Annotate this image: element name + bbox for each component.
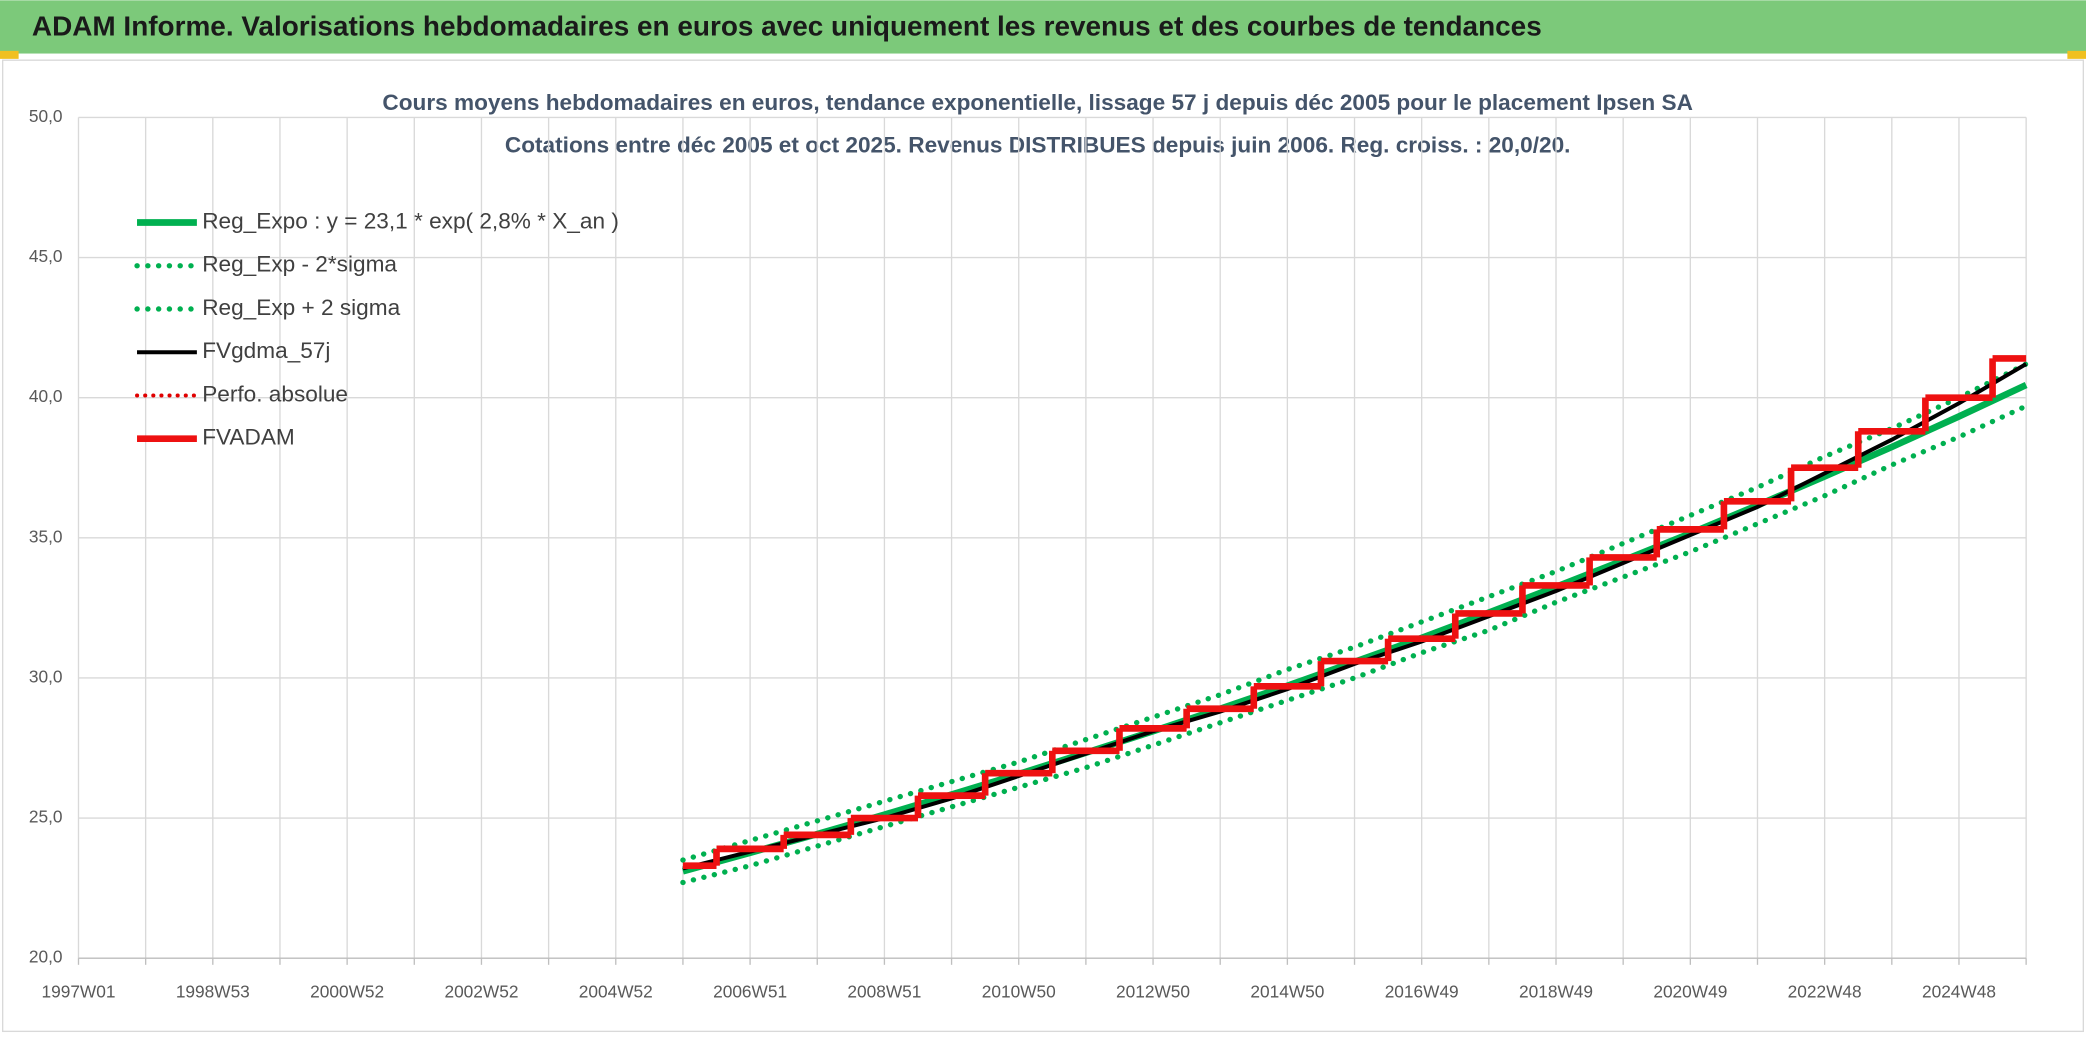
header-bar (0, 0, 2086, 54)
series-line (680, 403, 2029, 886)
y-tick-label: 50,0 (29, 106, 63, 126)
legend-label: Reg_Exp + 2 sigma (202, 295, 400, 320)
y-tick-label: 35,0 (29, 526, 63, 546)
x-tick-label: 2008W51 (847, 981, 921, 1001)
x-tick-label: 2010W50 (982, 981, 1056, 1001)
chart-subtitle: Cotations entre déc 2005 et oct 2025. Re… (505, 133, 1571, 158)
x-tick-label: 2018W49 (1519, 981, 1593, 1001)
corner (0, 50, 19, 59)
legend-label: FVgdma_57j (202, 338, 330, 363)
x-tick-label: 2024W48 (1922, 981, 1996, 1001)
frame (1, 59, 2085, 1033)
y-tick-label: 20,0 (29, 947, 63, 967)
grid (77, 116, 2027, 959)
y-tick-label: 25,0 (29, 807, 63, 827)
legend-label: Perfo. absolue (202, 381, 348, 406)
chart-title: Cours moyens hebdomadaires en euros, ten… (382, 90, 1693, 115)
y-tick-label: 40,0 (29, 386, 63, 406)
x-tick-label: 2012W50 (1116, 981, 1190, 1001)
legend-label: Reg_Expo : y = 23,1 * exp( 2,8% * X_an ) (202, 208, 619, 233)
x-tick-label: 2004W52 (579, 981, 653, 1001)
legend-label: Reg_Exp - 2*sigma (202, 252, 397, 277)
header-title: ADAM Informe. Valorisations hebdomadaire… (32, 11, 1542, 42)
x-tick-label: 2020W49 (1653, 981, 1727, 1001)
x-tick-label: 2022W48 (1788, 981, 1862, 1001)
y-tick-label: 30,0 (29, 666, 63, 686)
corner (2067, 50, 2086, 59)
x-tick-label: 2016W49 (1385, 981, 1459, 1001)
x-tick-label: 1997W01 (41, 981, 115, 1001)
legend-label: FVADAM (202, 425, 295, 450)
x-tick-label: 2002W52 (444, 981, 518, 1001)
x-tick-label: 2006W51 (713, 981, 787, 1001)
x-tick-label: 1998W53 (176, 981, 250, 1001)
x-tick-label: 2000W52 (310, 981, 384, 1001)
y-tick-label: 45,0 (29, 246, 63, 266)
x-tick-label: 2014W50 (1250, 981, 1324, 1001)
